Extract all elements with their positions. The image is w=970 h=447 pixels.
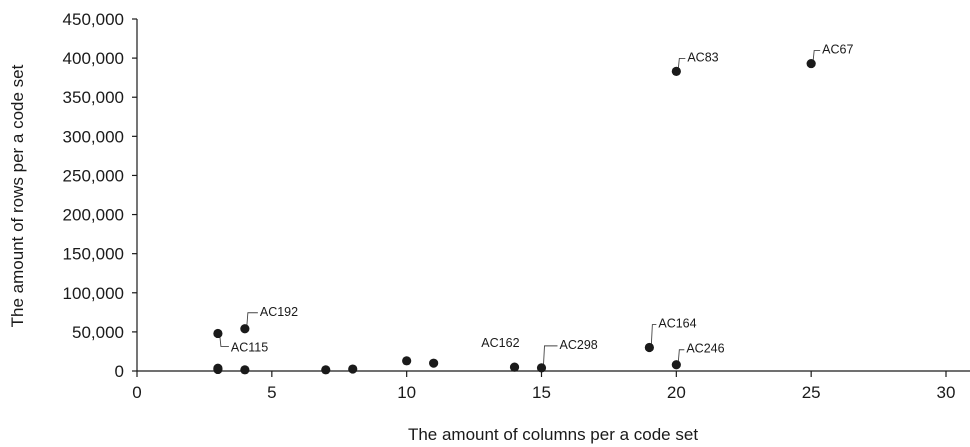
data-point-ac298 [536,363,547,373]
y-tick-label: 300,000 [63,127,124,146]
y-tick-label: 150,000 [63,245,124,264]
y-tick-label: 400,000 [63,49,124,68]
data-points [213,58,816,375]
point-labels: AC67 AC83 AC192 AC115 AC164 AC246 AC162 AC298 [219,43,853,365]
data-point [402,356,412,366]
y-tick-label: 450,000 [63,10,124,29]
x-tick-label: 5 [267,383,276,402]
y-axis-title: The amount of rows per a code set [8,64,27,327]
x-tick-label: 10 [397,383,416,402]
x-tick-label: 30 [937,383,956,402]
label-leader-line [677,57,686,69]
point-label-ac164: AC164 [658,317,696,331]
y-tick-label: 250,000 [63,166,124,185]
label-leader-line [219,336,229,347]
data-point-ac115 [213,328,223,339]
data-point-ac162 [509,362,520,372]
data-point-ac164 [644,342,654,353]
x-tick-label: 25 [802,383,821,402]
data-point [429,358,439,368]
data-point [213,364,223,375]
y-tick-label: 100,000 [63,284,124,303]
data-point [321,365,331,375]
y-tick-label: 50,000 [72,323,124,342]
point-label-ac192: AC192 [260,305,298,319]
label-leader-line [650,324,657,345]
x-tick-label: 20 [667,383,686,402]
point-label-ac246: AC246 [686,342,724,356]
point-label-ac298: AC298 [560,338,598,352]
point-label-ac67: AC67 [822,43,853,57]
axes [132,18,970,377]
label-leader-line [677,349,685,362]
label-leader-line [812,50,821,61]
point-label-ac115: AC115 [231,340,268,354]
x-tick-label: 0 [132,383,141,402]
y-tick-label: 200,000 [63,206,124,225]
y-tick-label: 350,000 [63,88,124,107]
point-label-ac162: AC162 [481,336,519,350]
data-point-ac67 [806,58,816,69]
data-point-ac246 [671,360,681,370]
tick-labels: 0 50,000 100,000 150,000 200,000 250,000 300,0… [63,10,956,402]
point-label-ac83: AC83 [687,50,718,64]
x-tick-label: 15 [532,383,551,402]
data-point [240,365,250,375]
data-point-ac192 [240,324,250,334]
x-axis-title: The amount of columns per a code set [408,425,698,444]
data-point [348,364,358,374]
y-tick-label: 0 [115,362,124,381]
data-point-ac83 [671,66,681,77]
label-leader-line [246,312,258,326]
label-leader-line [543,345,558,365]
